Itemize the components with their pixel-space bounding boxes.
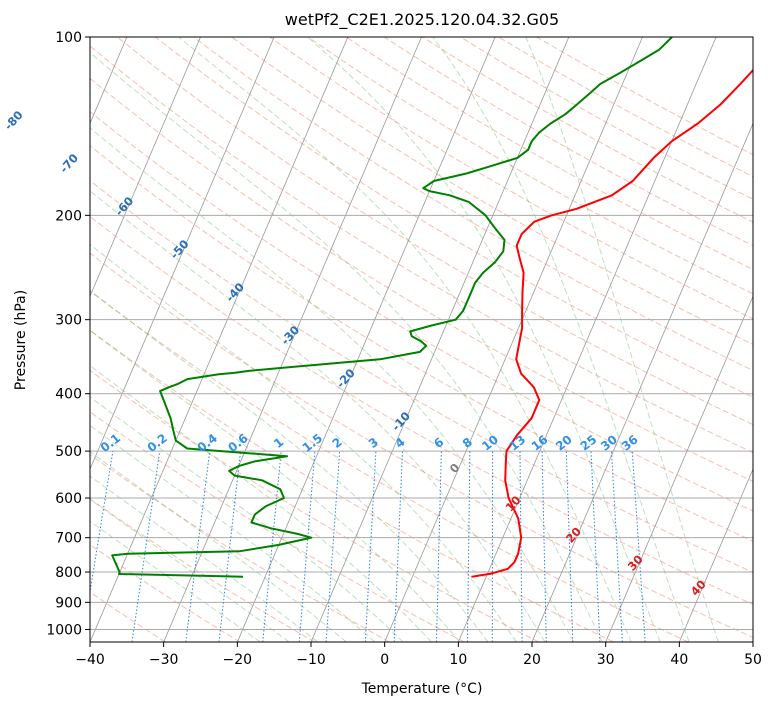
moist-adiabat-line [178, 37, 632, 642]
y-tick-label: 900 [55, 595, 82, 611]
dry-adiabat-line [384, 37, 753, 247]
moist-adiabat-line [90, 51, 603, 642]
isotherm-gridline [384, 37, 643, 642]
moist-adiabat-line [90, 520, 261, 642]
y-tick-label: 500 [55, 444, 82, 460]
x-tick-label: 40 [670, 652, 688, 668]
plot-frame [89, 36, 754, 643]
dry-adiabat-line [269, 37, 753, 320]
isotherm-gridline [163, 37, 422, 642]
dry-adiabat-line [90, 290, 689, 642]
traces [111, 37, 753, 578]
x-tick-label: 30 [597, 652, 615, 668]
moist-adiabat-line [90, 127, 575, 642]
dry-adiabat-line [231, 37, 753, 345]
moist-adiabat-line [90, 190, 546, 642]
mixing-ratio-line [185, 451, 211, 642]
mixing-ratio-line [610, 451, 623, 642]
dry-adiabat-line [90, 45, 753, 454]
x-tick-label: −10 [296, 652, 326, 668]
x-tick-label: −30 [149, 652, 179, 668]
mixing-ratio-line [298, 451, 316, 642]
moist-adiabat-line [307, 37, 661, 642]
moist-adiabat-line [525, 37, 719, 642]
dry-adiabat-line [90, 453, 390, 642]
mixing-ratio-line [364, 451, 377, 642]
isotherm-gridline [531, 122, 753, 642]
mixing-ratio-line [467, 451, 471, 642]
x-axis-label: Temperature (°C) [361, 681, 483, 697]
dry-adiabat-line [90, 252, 753, 639]
dewpoint-trace [111, 37, 673, 578]
y-tick-label: 800 [55, 565, 82, 581]
moist-adiabat-line [90, 243, 517, 642]
dry-adiabat-line [498, 37, 753, 178]
moist-adiabat-line [90, 329, 461, 642]
mixing-ratio-line [590, 451, 601, 642]
y-tick-label: 1000 [46, 622, 82, 638]
moist-adiabat-line [90, 424, 376, 642]
isotherm-gridline [605, 295, 753, 642]
mixing-ratio-line [393, 451, 403, 642]
mixing-ratio-line [435, 451, 442, 642]
y-tick-label: 300 [55, 313, 82, 329]
isotherm-gridline [678, 468, 753, 642]
dry-adiabat-line [90, 215, 753, 606]
mixing-ratio-line [90, 451, 114, 595]
isotherm-gridline [310, 37, 570, 642]
mixing-ratio-line [218, 451, 242, 642]
y-axis-label: Pressure (hPa) [13, 290, 29, 390]
mixing-ratio-line [131, 451, 161, 642]
dry-adiabat-line [90, 145, 753, 542]
dry-adiabat-line [90, 179, 753, 574]
y-tick-label: 400 [55, 387, 82, 403]
y-tick-label: 600 [55, 491, 82, 507]
moist-adiabat-line [432, 37, 690, 642]
dry-adiabat-line [90, 498, 315, 642]
isotherm-gridline [90, 37, 275, 471]
dry-adiabat-line [90, 111, 753, 512]
isotherm-gridline [457, 37, 717, 642]
dry-adiabat-line [90, 369, 540, 642]
x-axis: −40 −30 −20 −10 0 10 20 30 40 50 [75, 642, 762, 668]
moist-adiabat-line [90, 475, 319, 642]
chart-title: wetPf2_C2E1.2025.120.04.32.G05 [285, 10, 559, 30]
y-tick-label: 200 [55, 208, 82, 224]
x-tick-label: 0 [380, 652, 389, 668]
moist-adiabat-line [90, 364, 432, 642]
mixing-ratio-line [631, 451, 646, 642]
dry-adiabat-line [345, 37, 753, 271]
dry-adiabat-line [422, 37, 753, 223]
x-tick-label: 50 [744, 652, 762, 668]
isotherm-gridline [236, 37, 496, 642]
mixing-ratio-line [565, 451, 574, 642]
isotherm-gridline [90, 37, 349, 642]
y-axis: 100 200 300 400 500 600 700 800 900 1000 [46, 30, 90, 638]
y-tick-label: 100 [55, 30, 82, 46]
moist-adiabat-line [90, 451, 347, 642]
moist-adiabat-line [90, 289, 489, 642]
temperature-trace [471, 68, 753, 578]
dry-adiabat-line [155, 37, 753, 398]
x-tick-label: 10 [449, 652, 467, 668]
background-lines [90, 37, 753, 642]
dry-adiabat-line [117, 37, 753, 426]
dry-adiabat-line [90, 329, 614, 642]
x-tick-label: −40 [75, 652, 105, 668]
y-tick-label: 700 [55, 531, 82, 547]
moist-adiabat-line [90, 396, 404, 642]
mixing-ratio-line [325, 451, 341, 642]
x-tick-label: 20 [523, 652, 541, 668]
mixing-ratio-line [519, 451, 523, 642]
x-tick-label: −20 [223, 652, 253, 668]
mixing-ratio-line [541, 451, 547, 642]
isotherm-gridline [90, 37, 201, 298]
dry-adiabat-line [90, 77, 753, 482]
